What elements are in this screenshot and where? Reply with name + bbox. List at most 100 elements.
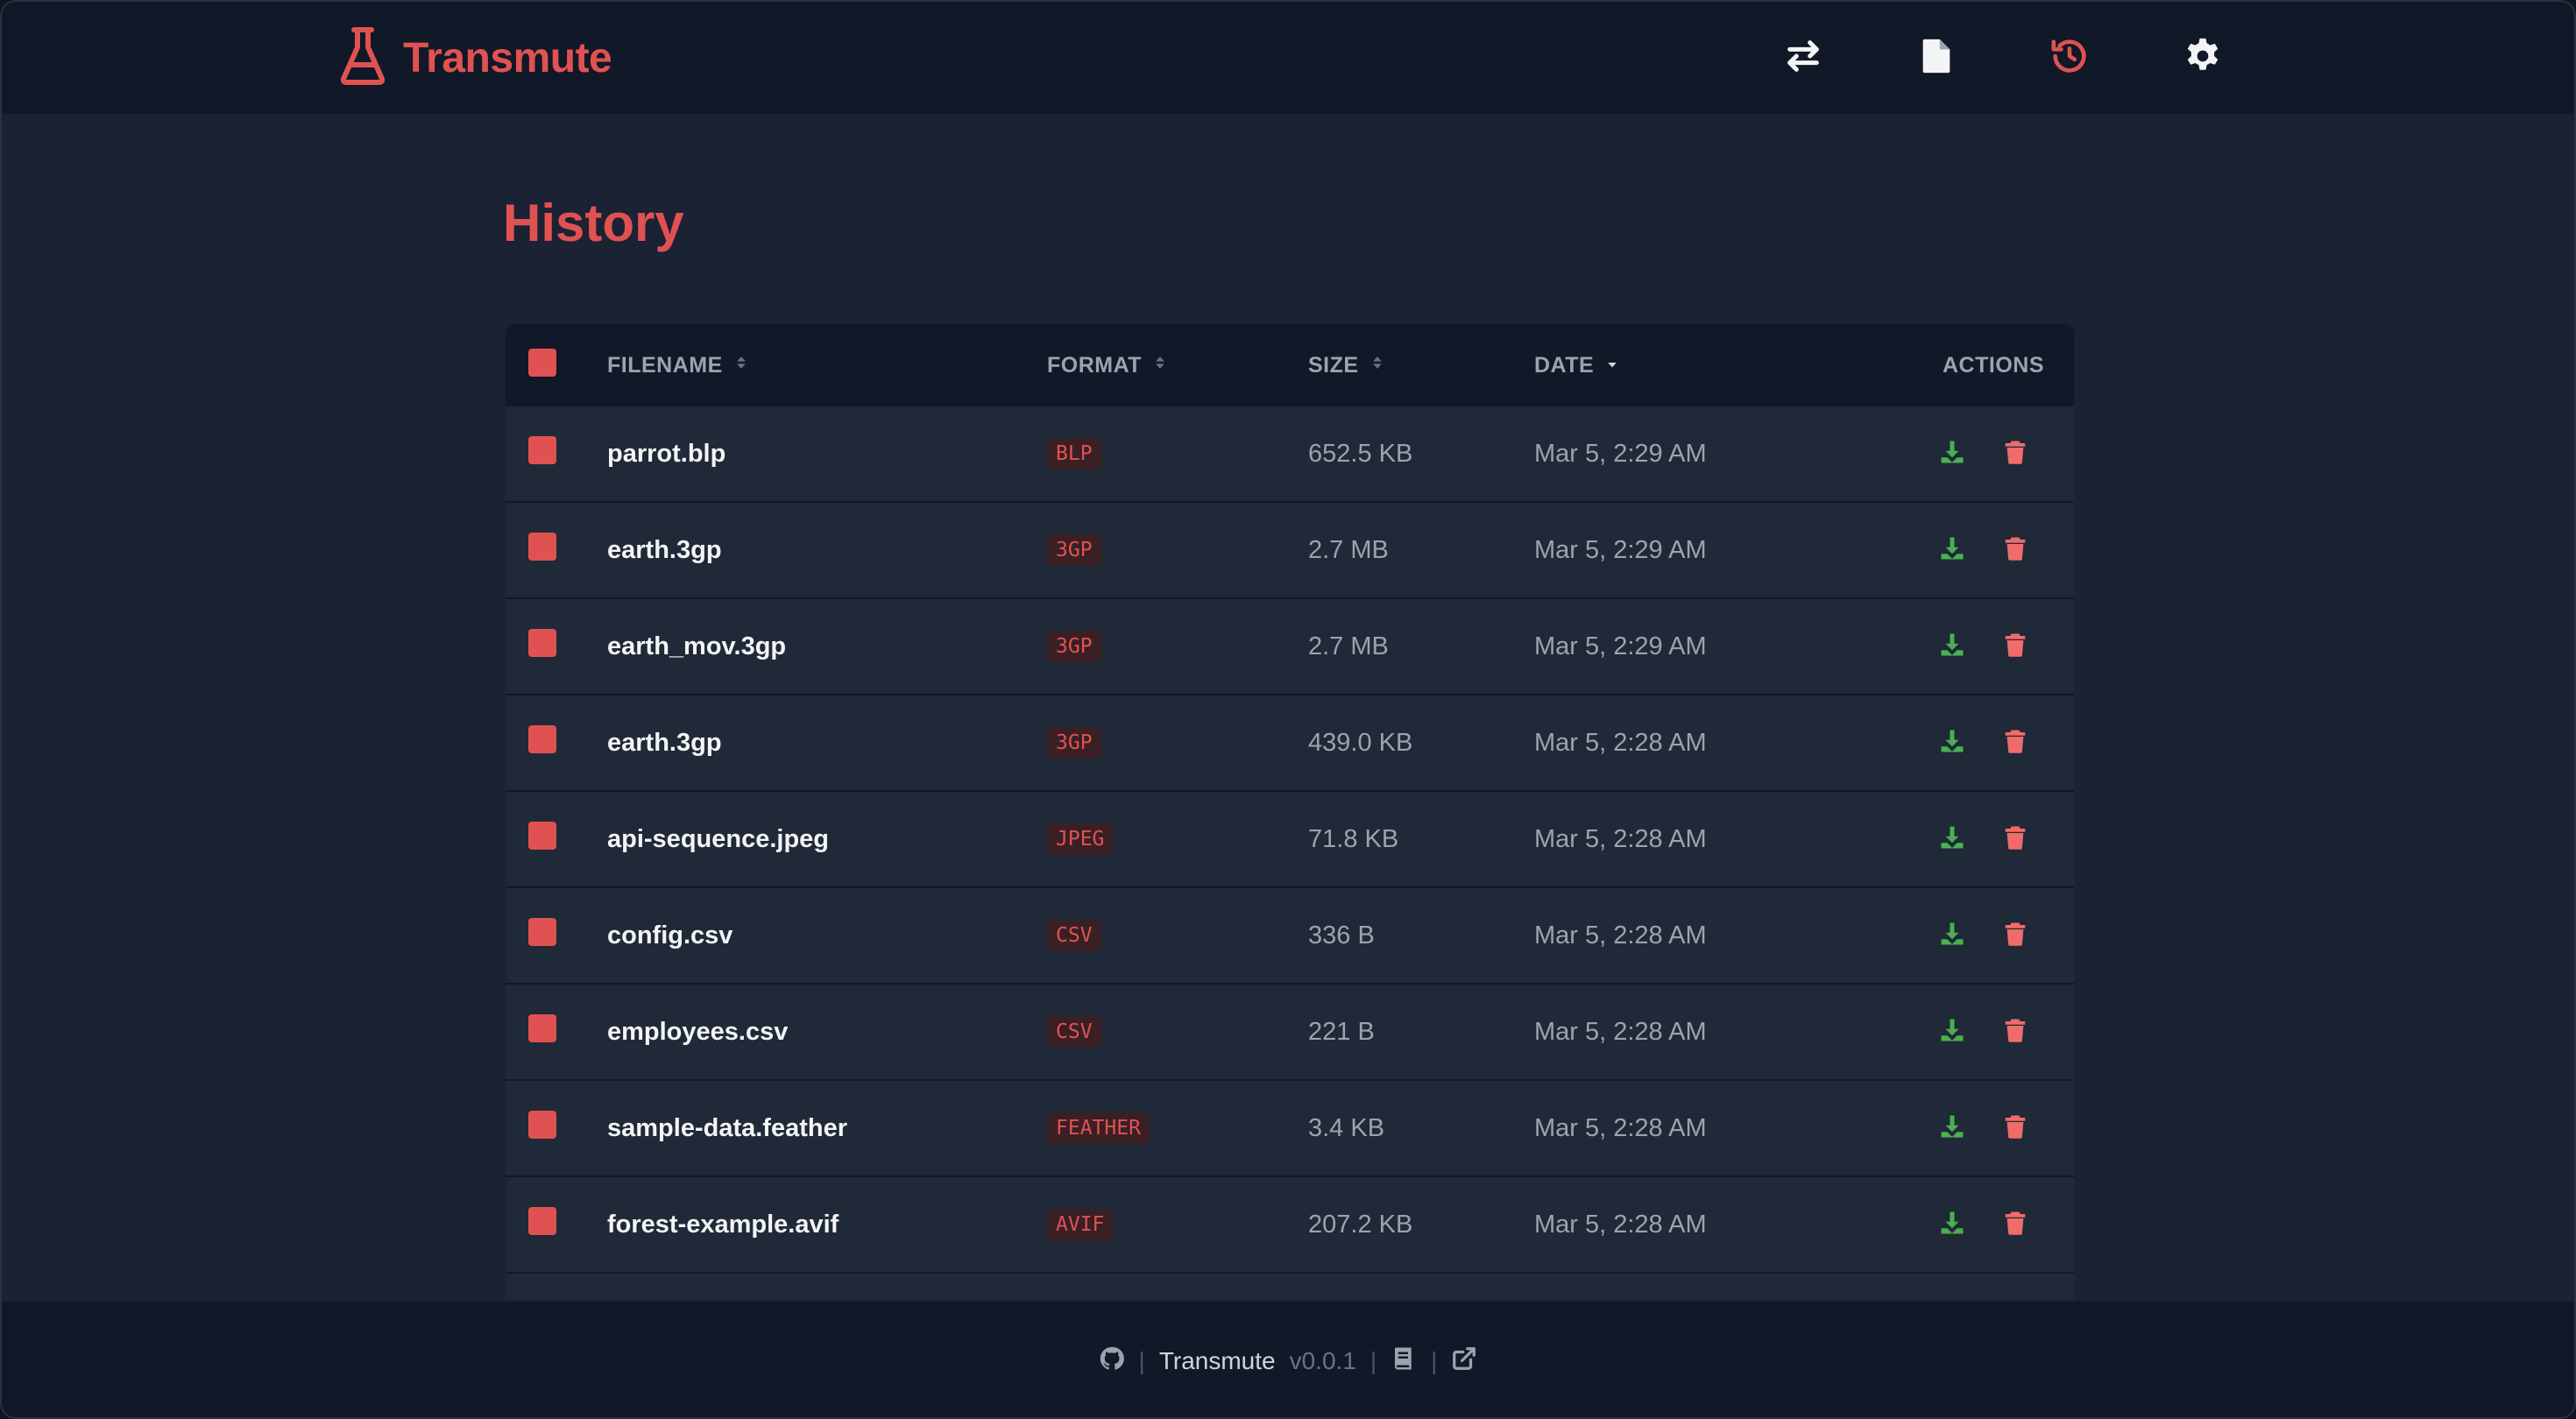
table-row: forest-example.avif AVIF 207.2 KB Mar 5,…: [506, 1177, 2074, 1274]
row-checkbox[interactable]: [528, 1014, 556, 1042]
docs-book-icon[interactable]: [1391, 1345, 1417, 1378]
row-format-badge: JPEG: [1047, 823, 1114, 855]
row-format-badge: FEATHER: [1047, 1112, 1150, 1144]
column-header-date[interactable]: DATE: [1534, 324, 1618, 406]
download-icon: [1939, 921, 1965, 951]
download-icon: [1939, 1017, 1965, 1048]
row-format-badge: BLP: [1047, 438, 1101, 469]
delete-button[interactable]: [2002, 792, 2028, 886]
history-icon: [2049, 36, 2090, 81]
column-header-size[interactable]: SIZE: [1308, 324, 1384, 406]
page-title: History: [503, 194, 684, 252]
row-date: Mar 5, 2:28 AM: [1534, 921, 1707, 950]
table-row: employees.csv CSV 221 B Mar 5, 2:28 AM: [506, 985, 2074, 1081]
delete-button[interactable]: [2002, 1081, 2028, 1175]
table-row: parrot.blp BLP 652.5 KB Mar 5, 2:29 AM: [506, 406, 2074, 503]
table-row: earth_mov.3gp 3GP 2.7 MB Mar 5, 2:29 AM: [506, 599, 2074, 695]
download-icon: [1939, 535, 1965, 566]
footer: | Transmute v0.0.1 | |: [2, 1302, 2574, 1417]
delete-button[interactable]: [2002, 599, 2028, 694]
select-all-checkbox[interactable]: [528, 349, 556, 377]
download-icon: [1939, 824, 1965, 855]
row-size: 2.7 MB: [1308, 632, 1389, 660]
download-button[interactable]: [1939, 599, 1965, 694]
download-button[interactable]: [1939, 406, 1965, 501]
row-size: 207.2 KB: [1308, 1210, 1413, 1239]
brand-logo-link[interactable]: Transmute: [340, 26, 612, 89]
row-size: 439.0 KB: [1308, 728, 1413, 757]
flask-icon: [340, 26, 386, 90]
download-button[interactable]: [1939, 503, 1965, 597]
row-size: 71.8 KB: [1308, 824, 1399, 853]
trash-icon: [2002, 728, 2028, 759]
footer-app-name: Transmute: [1158, 1347, 1276, 1374]
row-date: Mar 5, 2:28 AM: [1534, 1210, 1707, 1239]
row-filename: sample-data.feather: [607, 1113, 847, 1142]
delete-button[interactable]: [2002, 1177, 2028, 1272]
row-size: 221 B: [1308, 1017, 1375, 1046]
trash-icon: [2002, 1017, 2028, 1048]
github-icon[interactable]: [1099, 1345, 1125, 1378]
download-button[interactable]: [1939, 985, 1965, 1079]
settings-nav-button[interactable]: [2178, 33, 2227, 82]
footer-version: v0.0.1: [1289, 1347, 1356, 1374]
download-icon: [1939, 439, 1965, 469]
delete-button[interactable]: [2002, 888, 2028, 983]
sort-descending-icon: [1606, 353, 1618, 378]
download-button[interactable]: [1939, 888, 1965, 983]
row-date: Mar 5, 2:29 AM: [1534, 535, 1707, 564]
row-checkbox[interactable]: [528, 436, 556, 464]
download-button[interactable]: [1939, 1081, 1965, 1175]
delete-button[interactable]: [2002, 503, 2028, 597]
footer-separator: |: [1369, 1347, 1377, 1374]
row-size: 2.7 MB: [1308, 535, 1389, 564]
table-row: earth.3gp 3GP 2.7 MB Mar 5, 2:29 AM: [506, 503, 2074, 599]
row-filename: forest-example.avif: [607, 1210, 839, 1239]
download-button[interactable]: [1939, 792, 1965, 886]
row-checkbox[interactable]: [528, 533, 556, 561]
delete-button[interactable]: [2002, 406, 2028, 501]
row-filename: earth_mov.3gp: [607, 632, 787, 660]
row-checkbox[interactable]: [528, 629, 556, 657]
row-checkbox[interactable]: [528, 1207, 556, 1235]
row-filename: earth.3gp: [607, 535, 722, 564]
row-filename: parrot.blp: [607, 439, 726, 468]
table-row: sample-data.feather FEATHER 3.4 KB Mar 5…: [506, 1081, 2074, 1177]
row-size: 3.4 KB: [1308, 1113, 1385, 1142]
table-row: config.csv CSV 336 B Mar 5, 2:28 AM: [506, 888, 2074, 985]
external-link-icon[interactable]: [1451, 1345, 1477, 1378]
history-table: FILENAME FORMAT SIZE DATE: [506, 324, 2074, 1300]
row-date: Mar 5, 2:29 AM: [1534, 439, 1707, 468]
row-checkbox[interactable]: [528, 725, 556, 753]
row-format-badge: 3GP: [1047, 631, 1101, 662]
row-checkbox[interactable]: [528, 822, 556, 850]
column-header-format[interactable]: FORMAT: [1047, 324, 1166, 406]
row-format-badge: CSV: [1047, 1016, 1101, 1048]
row-checkbox[interactable]: [528, 918, 556, 946]
gear-icon: [2183, 36, 2223, 81]
files-nav-button[interactable]: [1912, 33, 1961, 82]
delete-button[interactable]: [2002, 695, 2028, 790]
row-checkbox[interactable]: [528, 1111, 556, 1139]
convert-nav-button[interactable]: [1779, 33, 1828, 82]
row-date: Mar 5, 2:28 AM: [1534, 1017, 1707, 1046]
delete-button[interactable]: [2002, 985, 2028, 1079]
trash-icon: [2002, 1210, 2028, 1240]
file-icon: [1916, 36, 1957, 81]
download-icon: [1939, 1113, 1965, 1144]
trash-icon: [2002, 1113, 2028, 1144]
download-button[interactable]: [1939, 1177, 1965, 1272]
row-date: Mar 5, 2:29 AM: [1534, 632, 1707, 660]
trash-icon: [2002, 632, 2028, 662]
row-format-badge: 3GP: [1047, 534, 1101, 566]
history-nav-button[interactable]: [2045, 33, 2094, 82]
column-header-filename[interactable]: FILENAME: [607, 324, 747, 406]
row-date: Mar 5, 2:28 AM: [1534, 728, 1707, 757]
column-header-actions: ACTIONS: [1943, 352, 2044, 378]
row-format-badge: AVIF: [1047, 1209, 1114, 1240]
sort-icon: [735, 353, 747, 378]
footer-separator: |: [1138, 1347, 1145, 1374]
download-button[interactable]: [1939, 695, 1965, 790]
trash-icon: [2002, 824, 2028, 855]
